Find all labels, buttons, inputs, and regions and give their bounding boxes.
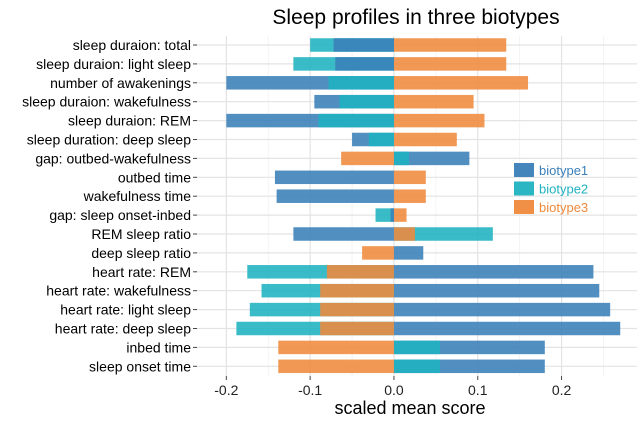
x-tick-label: 0.0: [384, 382, 404, 398]
bar-biotype3: [320, 302, 394, 317]
y-tick-label: heart rate: deep sleep: [55, 321, 191, 337]
legend-swatch-biotype1: [514, 163, 534, 177]
bar-biotype1: [393, 265, 594, 279]
y-tick-label: wakefulness time: [83, 188, 192, 204]
y-tick-label: sleep duraion: wakefulness: [22, 94, 191, 110]
legend-label-biotype2: biotype2: [539, 182, 588, 197]
bar-biotype3: [278, 359, 394, 374]
y-tick-label: heart rate: light sleep: [60, 302, 191, 318]
bar-biotype1: [293, 227, 394, 241]
bar-biotype2: [375, 208, 394, 222]
bar-biotype2: [393, 151, 410, 166]
bar-biotype3: [393, 94, 474, 109]
y-tick-label: sleep duraion: light sleep: [36, 56, 191, 72]
bar-biotype3: [393, 113, 485, 128]
bar-biotype1: [393, 321, 621, 336]
bar-biotype1: [393, 283, 600, 298]
y-tick-label: sleep duraion: REM: [68, 113, 191, 129]
x-axis-label: scaled mean score: [334, 398, 485, 418]
legend-label-biotype3: biotype3: [539, 200, 588, 215]
bar-biotype3: [393, 189, 426, 203]
bar-biotype2: [328, 76, 394, 90]
y-tick-label: sleep onset time: [89, 358, 191, 374]
bar-biotype3: [320, 283, 394, 298]
y-tick-label: deep sleep ratio: [91, 245, 191, 261]
bar-biotype1: [274, 170, 394, 185]
bar-biotype3: [341, 151, 394, 166]
legend-swatch-biotype3: [514, 200, 534, 214]
bar-biotype3: [393, 57, 507, 71]
bar-biotype3: [326, 265, 394, 279]
y-tick-label: sleep duration: deep sleep: [27, 132, 191, 148]
y-tick-label: inbed time: [126, 339, 191, 355]
bar-biotype1: [393, 302, 611, 317]
bar-biotype1: [390, 208, 394, 222]
bar-biotype1: [393, 151, 470, 166]
x-tick-label: -0.2: [214, 382, 238, 398]
y-tick-label: sleep duraion: total: [73, 37, 191, 53]
bar-biotype2: [318, 113, 394, 128]
legend-swatch-biotype2: [514, 181, 534, 196]
legend: biotype1 biotype2 biotype3: [514, 163, 588, 215]
bar-biotype1: [335, 57, 394, 71]
bar-biotype3: [278, 340, 394, 355]
bar-biotype2: [393, 340, 441, 355]
bar-biotype3: [362, 246, 394, 260]
bar-biotype3: [320, 321, 394, 336]
bar-biotype3: [393, 38, 507, 52]
y-tick-label: heart rate: REM: [92, 264, 191, 280]
y-tick-labels: sleep duraion: total sleep duraion: light…: [22, 37, 197, 374]
y-tick-label: number of awakenings: [50, 75, 191, 91]
bar-biotype2: [393, 227, 493, 241]
bar-biotype3: [393, 76, 529, 90]
bar-biotype3: [393, 132, 457, 147]
y-tick-label: outbed time: [118, 169, 191, 185]
y-tick-label: gap: outbed-wakefulness: [35, 150, 191, 166]
bar-biotype1: [276, 189, 394, 203]
y-tick-label: gap: sleep onset-inbed: [49, 207, 191, 223]
bar-biotype1: [393, 246, 424, 260]
y-tick-label: heart rate: wakefulness: [46, 283, 191, 299]
bar-biotype2: [339, 94, 394, 109]
bar-biotype3: [393, 227, 415, 241]
chart-title: Sleep profiles in three biotypes: [272, 6, 559, 29]
bar-biotype2: [393, 359, 441, 374]
y-tick-label: REM sleep ratio: [91, 226, 191, 242]
legend-label-biotype1: biotype1: [539, 163, 588, 178]
bar-biotype3: [393, 170, 426, 185]
bar-biotype1: [333, 38, 394, 52]
x-tick-label: -0.1: [298, 382, 322, 398]
x-tick-labels: -0.2 -0.1 0.0 0.1 0.2: [214, 376, 572, 398]
x-tick-label: 0.1: [468, 382, 488, 398]
bar-biotype3: [393, 208, 407, 222]
bar-biotype2: [368, 132, 394, 147]
bars: [226, 38, 621, 374]
x-tick-label: 0.2: [552, 382, 572, 398]
